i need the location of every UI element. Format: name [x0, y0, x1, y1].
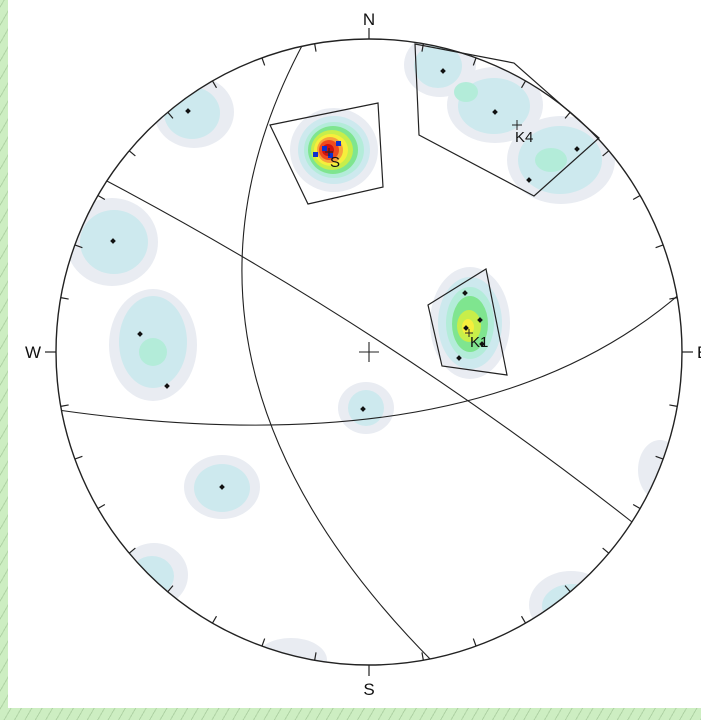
set-label-k4: K4: [515, 129, 533, 146]
tick-mark: [314, 652, 317, 661]
tick-mark: [669, 404, 678, 407]
pole-point: [313, 152, 318, 157]
pole-points: [110, 68, 580, 490]
tick-mark: [211, 615, 218, 624]
tick-mark: [261, 57, 266, 66]
stereonet: S K1 K4 N S W E: [25, 10, 701, 699]
tick-mark: [520, 615, 527, 624]
pole-point: [137, 331, 143, 337]
pole-point: [328, 153, 333, 158]
stereonet-panel: S K1 K4 N S W E: [8, 0, 701, 708]
tick-mark: [211, 80, 218, 89]
pole-point: [477, 317, 483, 323]
tick-mark: [421, 43, 424, 52]
tick-mark: [74, 244, 83, 249]
pole-point: [440, 68, 446, 74]
set-window-k4: [414, 43, 600, 197]
tick-mark: [655, 244, 664, 249]
pole-point: [456, 355, 462, 361]
tick-mark: [669, 297, 678, 300]
direction-label-north: N: [363, 10, 375, 29]
direction-ticks: [45, 28, 693, 676]
pole-point: [360, 406, 366, 412]
cluster-poles-s: [313, 141, 341, 158]
tick-mark: [167, 111, 174, 119]
pole-point: [164, 383, 170, 389]
great-circles: [57, 41, 682, 663]
tick-mark: [472, 638, 477, 647]
pole-point: [526, 177, 532, 183]
pole-point: [479, 341, 485, 347]
tick-mark: [128, 547, 136, 554]
pole-point: [463, 325, 469, 331]
tick-mark: [74, 455, 83, 460]
direction-label-west: W: [25, 343, 41, 362]
tick-mark: [167, 585, 174, 593]
pole-point: [336, 141, 341, 146]
set-window-k1: [427, 268, 508, 376]
tick-mark: [314, 43, 317, 52]
tick-mark: [564, 111, 571, 119]
set-mean-marker-s: [325, 148, 333, 156]
set-label-s: S: [330, 154, 340, 171]
tick-mark: [602, 150, 610, 157]
set-label-k1: K1: [470, 334, 488, 351]
tick-mark: [97, 503, 106, 510]
tick-mark: [60, 297, 69, 300]
center-cross: [359, 342, 379, 362]
tick-mark: [60, 404, 69, 407]
great-circle-2: [104, 179, 633, 523]
great-circle-3: [57, 291, 682, 426]
tick-marks: [60, 43, 678, 661]
tick-mark: [97, 194, 106, 201]
tick-mark: [472, 57, 477, 66]
set-mean-markers: [325, 120, 522, 337]
direction-label-east: E: [697, 343, 701, 362]
tick-mark: [520, 80, 527, 89]
tick-mark: [632, 503, 641, 510]
tick-mark: [655, 455, 664, 460]
tick-mark: [261, 638, 266, 647]
tick-mark: [632, 194, 641, 201]
great-circle-1: [241, 41, 434, 663]
pole-point: [322, 146, 327, 151]
set-windows: [269, 43, 600, 376]
pole-point: [492, 109, 498, 115]
pole-point: [110, 238, 116, 244]
set-mean-marker-k4: [512, 120, 522, 130]
tick-mark: [421, 652, 424, 661]
set-mean-marker-k1: [465, 329, 473, 337]
pole-point: [185, 108, 191, 114]
pole-point: [574, 146, 580, 152]
set-window-s: [269, 102, 384, 205]
direction-label-south: S: [363, 680, 374, 699]
tick-mark: [602, 547, 610, 554]
pole-point: [462, 290, 468, 296]
pole-point: [219, 484, 225, 490]
tick-mark: [564, 585, 571, 593]
tick-mark: [128, 150, 136, 157]
